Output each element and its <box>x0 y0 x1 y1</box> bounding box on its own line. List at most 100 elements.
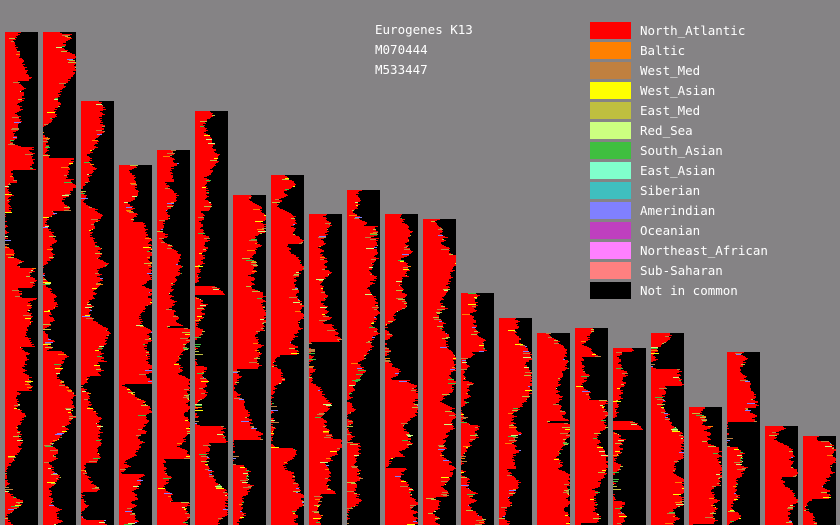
segment-not-in-common <box>49 146 76 147</box>
segment-not-in-common <box>21 122 38 123</box>
segment-not-in-common <box>260 244 266 245</box>
segment-not-in-common <box>134 492 152 493</box>
segment-admixture <box>437 313 440 314</box>
segment-not-in-common <box>171 288 190 289</box>
segment-admixture <box>169 218 170 219</box>
segment-not-in-common <box>56 483 76 484</box>
segment-admixture <box>45 347 53 348</box>
segment-not-in-common <box>287 211 304 212</box>
segment-admixture <box>51 474 58 475</box>
segment-not-in-common <box>136 452 152 453</box>
segment-not-in-common <box>409 255 418 256</box>
segment-not-in-common <box>250 414 266 415</box>
segment-admixture <box>127 508 132 509</box>
segment-not-in-common <box>390 337 418 338</box>
segment-admixture <box>318 501 322 502</box>
segment-not-in-common <box>402 450 418 451</box>
segment-not-in-common <box>164 225 190 226</box>
segment-not-in-common <box>252 285 266 286</box>
segment-not-in-common <box>62 360 76 361</box>
segment-not-in-common <box>48 148 76 149</box>
segment-not-in-common <box>274 445 304 446</box>
segment-not-in-common <box>89 312 114 313</box>
segment-not-in-common <box>148 229 152 230</box>
segment-not-in-common <box>105 131 114 132</box>
segment-not-in-common <box>183 354 190 355</box>
segment-not-in-common <box>8 515 38 516</box>
segment-not-in-common <box>20 34 38 35</box>
segment-not-in-common <box>22 434 38 435</box>
segment-not-in-common <box>209 457 228 458</box>
segment-not-in-common <box>138 485 152 486</box>
segment-not-in-common <box>329 270 342 271</box>
segment-not-in-common <box>17 50 38 51</box>
segment-admixture <box>43 155 50 156</box>
segment-not-in-common <box>24 61 38 62</box>
segment-not-in-common <box>12 208 38 209</box>
segment-not-in-common <box>93 166 114 167</box>
segment-not-in-common <box>165 472 190 473</box>
segment-not-in-common <box>83 497 114 498</box>
segment-not-in-common <box>332 434 342 435</box>
segment-admixture <box>92 140 98 141</box>
segment-not-in-common <box>100 365 114 366</box>
segment-not-in-common <box>294 283 304 284</box>
segment-not-in-common <box>60 436 76 437</box>
segment-not-in-common <box>206 305 228 306</box>
segment-not-in-common <box>175 282 190 283</box>
segment-not-in-common <box>99 424 114 425</box>
segment-admixture <box>406 434 410 435</box>
segment-not-in-common <box>22 438 38 439</box>
segment-not-in-common <box>207 178 228 179</box>
segment-not-in-common <box>296 518 304 519</box>
segment-not-in-common <box>53 293 76 294</box>
segment-not-in-common <box>300 310 304 311</box>
segment-admixture <box>130 165 138 166</box>
segment-not-in-common <box>101 121 114 122</box>
segment-admixture <box>205 464 208 465</box>
segment-not-in-common <box>173 285 190 286</box>
segment-not-in-common <box>64 382 76 383</box>
segment-not-in-common <box>447 395 456 396</box>
segment-not-in-common <box>188 378 190 379</box>
segment-not-in-common <box>28 74 38 75</box>
segment-not-in-common <box>208 134 228 135</box>
segment-not-in-common <box>66 86 76 87</box>
segment-not-in-common <box>14 250 38 251</box>
segment-admixture <box>282 379 285 380</box>
segment-not-in-common <box>51 468 76 469</box>
segment-admixture <box>438 229 443 230</box>
segment-not-in-common <box>181 258 190 259</box>
segment-admixture <box>165 473 167 474</box>
segment-not-in-common <box>327 267 342 268</box>
segment-not-in-common <box>15 44 38 45</box>
segment-not-in-common <box>65 385 76 386</box>
segment-admixture <box>104 520 106 521</box>
segment-not-in-common <box>13 142 38 143</box>
segment-not-in-common <box>329 221 342 222</box>
segment-not-in-common <box>378 334 380 335</box>
segment-not-in-common <box>98 322 114 323</box>
segment-not-in-common <box>293 344 304 345</box>
segment-not-in-common <box>453 268 456 269</box>
segment-not-in-common <box>20 409 38 410</box>
segment-not-in-common <box>100 119 114 120</box>
segment-admixture <box>27 305 32 306</box>
chromosome-bar-5 <box>157 150 190 525</box>
segment-not-in-common <box>84 384 114 385</box>
segment-not-in-common <box>71 78 76 79</box>
segment-admixture <box>208 143 215 144</box>
segment-admixture <box>11 129 19 130</box>
segment-not-in-common <box>67 51 76 52</box>
segment-not-in-common <box>185 521 190 522</box>
segment-admixture <box>261 328 264 329</box>
segment-not-in-common <box>375 337 380 338</box>
segment-not-in-common <box>319 506 342 507</box>
segment-not-in-common <box>216 165 228 166</box>
segment-admixture <box>170 155 172 156</box>
segment-not-in-common <box>149 337 152 338</box>
segment-not-in-common <box>333 460 342 461</box>
segment-admixture <box>366 342 372 343</box>
segment-not-in-common <box>329 470 342 471</box>
segment-not-in-common <box>31 340 38 341</box>
